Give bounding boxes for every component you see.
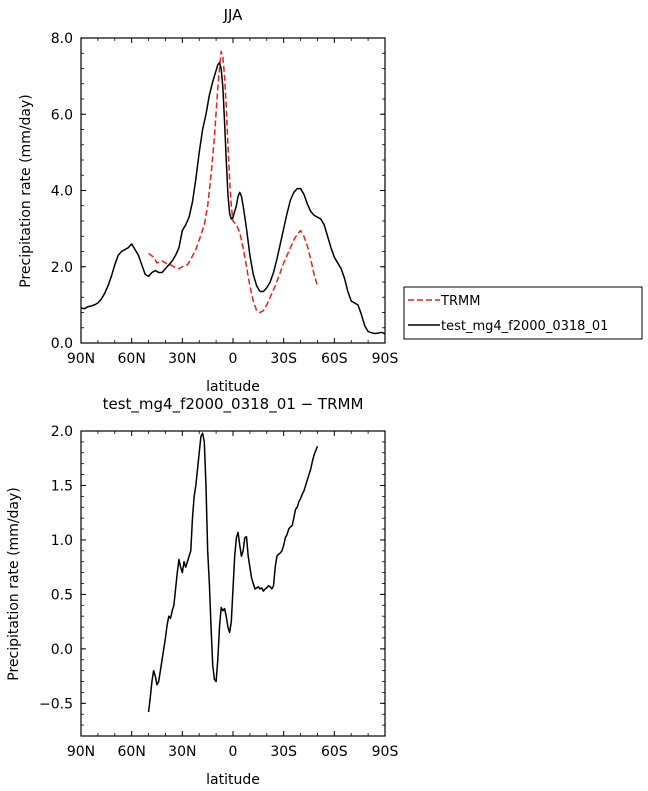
bottom-x-tick-label: 90N — [67, 744, 95, 760]
bottom-y-tick-label: 1.5 — [51, 478, 73, 494]
top-y-tick-label: 4.0 — [51, 184, 73, 200]
bottom-y-tick-label: −0.5 — [39, 696, 73, 712]
bottom-x-axis-title: latitude — [206, 772, 260, 788]
legend-item-trmm: TRMM — [408, 294, 480, 309]
top-y-axis-title: Precipitation rate (mm/day) — [18, 94, 34, 288]
top-y-tick-label: 0.0 — [51, 336, 73, 352]
bottom-x-tick-label: 60S — [321, 744, 348, 760]
legend-frame — [403, 286, 643, 340]
bottom-series-line-0 — [147, 432, 319, 713]
legend-item-model: test_mg4_f2000_0318_01 — [408, 319, 608, 334]
top-x-tick-label: 90S — [372, 351, 399, 367]
bottom-y-tick-label: 0.5 — [51, 587, 73, 603]
legend: TRMM test_mg4_f2000_0318_01 — [403, 286, 643, 340]
bottom-y-tick-label: 0.0 — [51, 642, 73, 658]
top-x-tick-label: 0 — [229, 351, 238, 367]
top-x-tick-label: 30S — [270, 351, 297, 367]
top-x-axis-title: latitude — [206, 379, 260, 395]
top-series-line-test-mg4-f2000-0318-01 — [80, 62, 386, 335]
bottom-chart-title: test_mg4_f2000_0318_01 − TRMM — [103, 395, 364, 414]
bottom-y-tick-label: 2.0 — [51, 424, 73, 440]
top-series-line-trmm — [148, 50, 319, 314]
bottom-x-tick-label: 90S — [372, 744, 399, 760]
legend-label-model: test_mg4_f2000_0318_01 — [441, 319, 608, 334]
top-y-tick-label: 6.0 — [51, 107, 73, 123]
bottom-x-tick-label: 0 — [229, 744, 238, 760]
top-x-tick-label: 60N — [118, 351, 146, 367]
top-x-tick-label: 90N — [67, 351, 95, 367]
bottom-x-tick-label: 30N — [168, 744, 196, 760]
bottom-x-tick-label: 30S — [270, 744, 297, 760]
bottom-x-tick-label: 60N — [118, 744, 146, 760]
top-panel: JJA 90N 60N 30N 0 30S 60S 90S 0.0 2.0 4.0 6.0 8.0 l… — [18, 6, 398, 395]
top-plot-frame — [80, 37, 386, 344]
legend-label-trmm: TRMM — [440, 294, 480, 309]
bottom-y-tick-label: 1.0 — [51, 533, 73, 549]
bottom-panel: test_mg4_f2000_0318_01 − TRMM 90N 60N 30N 0… — [6, 395, 398, 788]
bottom-y-axis-title: Precipitation rate (mm/day) — [6, 487, 22, 681]
top-x-tick-label: 60S — [321, 351, 348, 367]
top-y-tick-label: 8.0 — [51, 31, 73, 47]
top-chart-title: JJA — [223, 6, 244, 24]
top-y-tick-label: 2.0 — [51, 260, 73, 276]
top-x-tick-label: 30N — [168, 351, 196, 367]
